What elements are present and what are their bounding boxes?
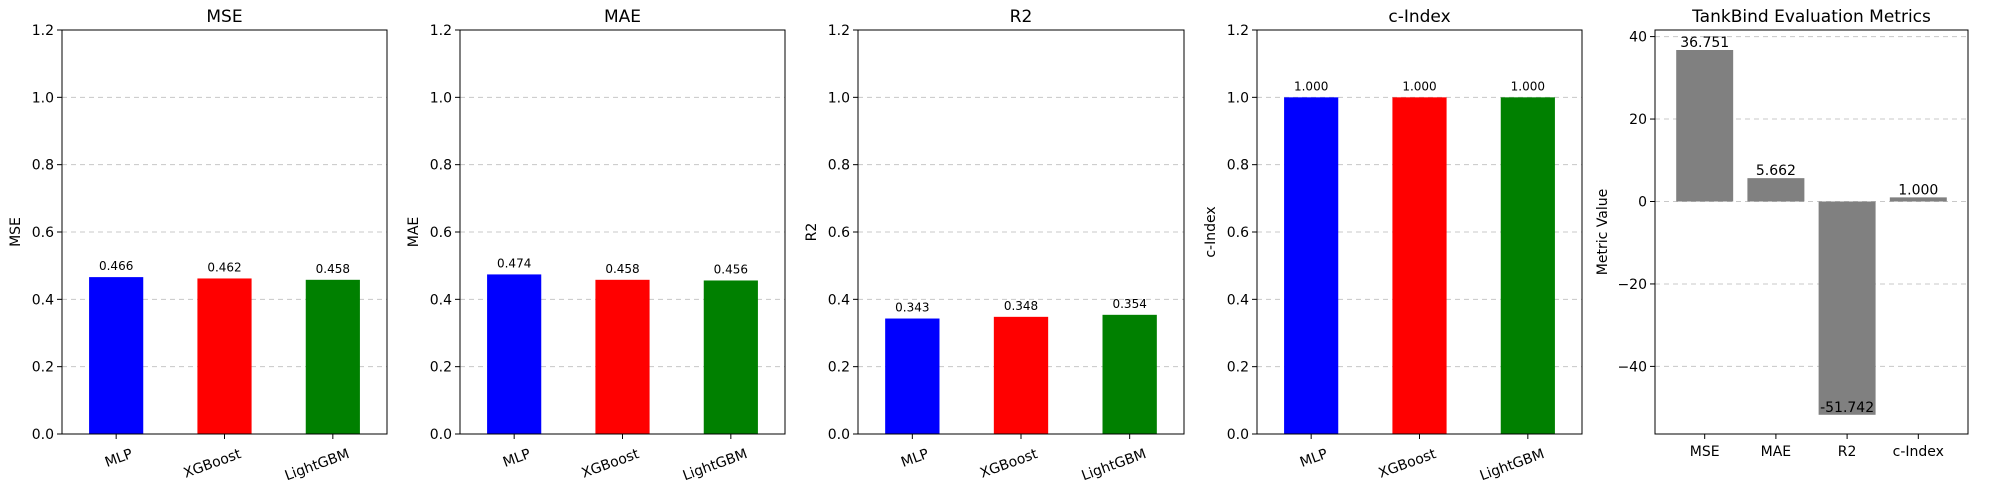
y-tick-label: 0.0 — [32, 427, 54, 443]
y-tick-label: 1.0 — [1227, 90, 1249, 106]
bar — [305, 279, 360, 434]
y-tick-label: 0.8 — [828, 158, 850, 174]
y-tick-label: −40 — [1617, 359, 1647, 375]
y-tick-label: 0.2 — [1227, 360, 1249, 376]
bar-value-label: 0.462 — [207, 260, 241, 274]
x-tick-label: LightGBM — [1080, 446, 1149, 484]
axes-frame — [1654, 29, 1969, 435]
y-tick-label: 1.2 — [1227, 23, 1249, 39]
x-tick-label: MAE — [1761, 444, 1792, 460]
bar — [1500, 97, 1555, 434]
bar-value-label: 36.751 — [1680, 35, 1729, 51]
bar — [197, 278, 252, 434]
y-tick-label: 0.6 — [430, 225, 452, 241]
y-tick-label: 0.4 — [1227, 292, 1249, 308]
x-tick-label: MLP — [103, 446, 135, 471]
y-tick-label: 0.2 — [32, 360, 54, 376]
chart-title: MAE — [604, 7, 641, 27]
bar — [89, 277, 144, 434]
bar-value-label: 5.662 — [1756, 163, 1796, 179]
y-tick-label: 0.8 — [430, 158, 452, 174]
x-tick-label: LightGBM — [1478, 446, 1547, 484]
bar — [885, 318, 940, 434]
bar — [1818, 201, 1876, 415]
y-tick-label: 0.8 — [32, 158, 54, 174]
y-tick-label: 0.8 — [1227, 158, 1249, 174]
y-tick-label: 1.0 — [32, 90, 54, 106]
bar — [1392, 97, 1447, 434]
y-tick-label: 0.6 — [32, 225, 54, 241]
chart-title: TankBind Evaluation Metrics — [1691, 7, 1931, 27]
x-tick-label: c-Index — [1893, 444, 1944, 460]
bar-value-label: 0.343 — [895, 301, 929, 315]
bar — [1747, 178, 1805, 202]
y-axis-label: Metric Value — [1595, 189, 1611, 275]
y-axis-label: R2 — [804, 223, 820, 242]
bar-value-label: 0.458 — [605, 262, 639, 276]
y-tick-label: 1.0 — [828, 90, 850, 106]
y-tick-label: 1.2 — [828, 23, 850, 39]
x-tick-label: MLP — [1298, 446, 1330, 471]
bar-value-label: 0.474 — [497, 256, 531, 270]
bar-value-label: 0.348 — [1004, 299, 1038, 313]
x-tick-label: R2 — [1838, 444, 1857, 460]
bar-value-label: 1.000 — [1402, 79, 1436, 93]
y-tick-label: 0.0 — [828, 427, 850, 443]
x-tick-label: XGBoost — [1376, 446, 1438, 482]
y-tick-label: 0.4 — [430, 292, 452, 308]
y-tick-label: 40 — [1629, 30, 1647, 46]
bar-value-label: 0.456 — [714, 262, 748, 276]
bar — [1676, 49, 1734, 202]
x-tick-label: XGBoost — [181, 446, 243, 482]
x-tick-label: LightGBM — [681, 446, 750, 484]
bar — [1102, 314, 1157, 434]
x-tick-label: XGBoost — [579, 446, 641, 482]
bar — [595, 279, 650, 434]
x-tick-label: MLP — [501, 446, 533, 471]
bar-value-label: -51.742 — [1820, 400, 1874, 416]
y-tick-label: 0.0 — [430, 427, 452, 443]
y-tick-label: 0.6 — [1227, 225, 1249, 241]
bar — [487, 274, 542, 434]
y-axis-label: MAE — [406, 217, 422, 248]
y-tick-label: 0.2 — [828, 360, 850, 376]
y-tick-label: 0.0 — [1227, 427, 1249, 443]
y-tick-label: 1.0 — [430, 90, 452, 106]
y-tick-label: 0 — [1638, 194, 1647, 210]
x-tick-label: LightGBM — [283, 446, 352, 484]
bar-value-label: 0.458 — [316, 262, 350, 276]
chart-title: R2 — [1010, 7, 1033, 27]
bar-value-label: 0.354 — [1112, 297, 1146, 311]
bar — [993, 316, 1049, 434]
y-tick-label: 0.6 — [828, 225, 850, 241]
bar-value-label: 1.000 — [1898, 182, 1938, 198]
y-tick-label: 0.4 — [828, 292, 850, 308]
bar — [703, 280, 758, 434]
bar — [1284, 97, 1339, 434]
x-tick-label: MLP — [899, 446, 931, 471]
y-tick-label: 20 — [1629, 112, 1647, 128]
y-tick-label: −20 — [1617, 277, 1647, 293]
bar-value-label: 0.466 — [99, 259, 133, 273]
chart-title: c-Index — [1388, 7, 1450, 27]
y-tick-label: 1.2 — [430, 23, 452, 39]
y-tick-label: 0.2 — [430, 360, 452, 376]
x-tick-label: MSE — [1690, 444, 1720, 460]
bar — [1889, 197, 1947, 202]
y-axis-label: MSE — [8, 217, 24, 247]
y-axis-label: c-Index — [1203, 206, 1219, 257]
bar-value-label: 1.000 — [1511, 79, 1545, 93]
y-tick-label: 0.4 — [32, 292, 54, 308]
x-tick-label: XGBoost — [978, 446, 1040, 482]
bar-value-label: 1.000 — [1294, 79, 1328, 93]
chart-title: MSE — [206, 7, 242, 27]
y-tick-label: 1.2 — [32, 23, 54, 39]
